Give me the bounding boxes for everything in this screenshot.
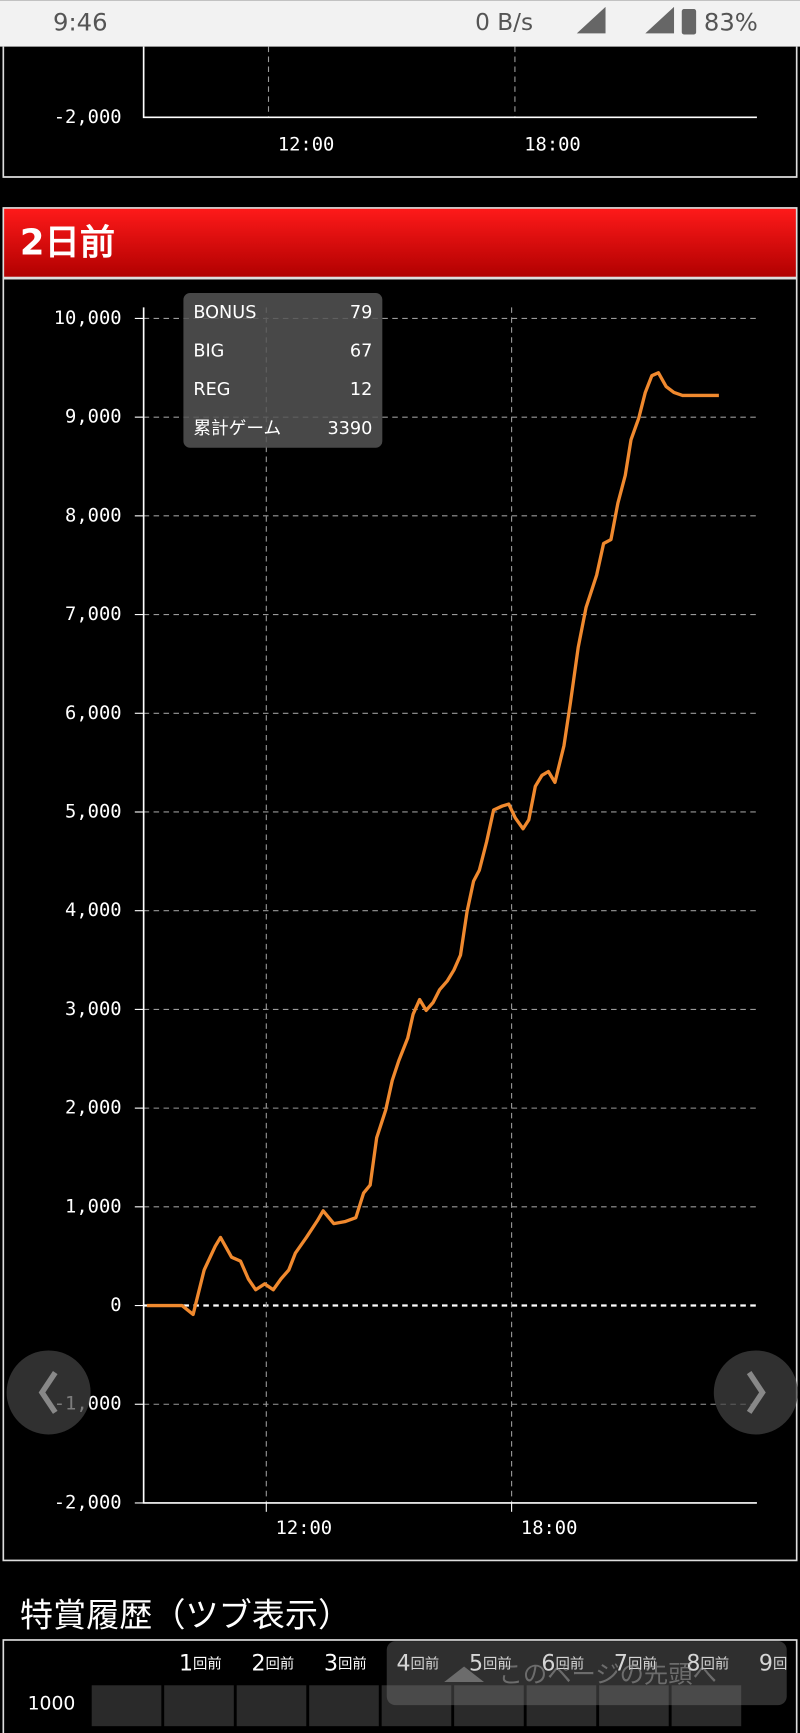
status-time: 9:46 <box>53 7 108 36</box>
tab-unit: 回前 <box>700 1655 729 1672</box>
y-tick-label: 4,000 <box>65 900 122 921</box>
status-bar <box>0 0 800 47</box>
scroll-top-button[interactable] <box>386 1641 787 1706</box>
tab-number: 4 <box>396 1650 410 1676</box>
stat-value: 79 <box>350 303 372 323</box>
history-cell <box>454 1685 524 1727</box>
tab-number: 1 <box>179 1650 193 1676</box>
history-cell <box>381 1685 452 1727</box>
scroll-top-label: このページの先頭へ <box>499 1659 717 1688</box>
history-tab: 3回前 <box>324 1650 367 1676</box>
signal-icons <box>576 6 675 34</box>
history-table: 1回前 2回前 3回前 4回前 5回前 6回前 7回前 8回前 9回 <box>91 1650 787 1727</box>
prev-button[interactable] <box>6 1350 91 1435</box>
x-tick-label: 18:00 <box>521 1518 578 1539</box>
history-tab: 4回前 <box>396 1650 439 1676</box>
history-tab: 5回前 <box>469 1650 512 1676</box>
y-tick-label: 8,000 <box>65 505 122 526</box>
history-tab: 9回 <box>759 1650 787 1676</box>
tab-unit: 回前 <box>555 1655 584 1672</box>
stats-box <box>183 293 383 448</box>
y-tick-label: 3,000 <box>65 999 122 1020</box>
history-cell <box>91 1685 162 1727</box>
line <box>146 371 719 1317</box>
status-battery: 83% <box>704 7 758 36</box>
history-tab: 2回前 <box>251 1650 294 1676</box>
tab-number: 3 <box>324 1650 338 1676</box>
y-tick-label: 6,000 <box>65 703 122 724</box>
stat-label: REG <box>193 380 230 400</box>
x-tick-label: 12:00 <box>278 134 335 155</box>
tab-number: 2 <box>251 1650 265 1676</box>
history-cell <box>164 1685 234 1727</box>
history-title: 特賞履歴（ツブ表示） <box>20 1595 351 1634</box>
stat-label: 累計ゲーム <box>193 418 281 439</box>
y-tick-label: 10,000 <box>54 308 122 329</box>
next-button[interactable] <box>713 1350 798 1435</box>
y-tick-label: -2,000 <box>54 1492 122 1513</box>
y-tick-label: -2,000 <box>54 107 122 128</box>
stat-label: BIG <box>193 342 224 362</box>
next-arrow <box>746 1371 766 1414</box>
tab-unit: 回前 <box>193 1655 222 1672</box>
chart-frame <box>2 277 798 1562</box>
axis <box>142 307 757 1504</box>
y-tick-label: 1,000 <box>65 1196 122 1217</box>
row-label: 1000 <box>28 1694 76 1715</box>
history-cell <box>671 1685 742 1727</box>
plot: -2,000-1,00001,0002,0003,0004,0005,0006,… <box>54 293 757 1539</box>
y-tick-label: 2,000 <box>65 1098 122 1119</box>
x-tick-label: 12:00 <box>276 1518 333 1539</box>
axis <box>142 46 757 119</box>
y-tick-label: 9,000 <box>65 407 122 428</box>
status-speed: 0 B/s <box>475 9 533 36</box>
y-tick-label: 5,000 <box>65 801 122 822</box>
battery-icon <box>681 9 697 35</box>
tab-unit: 回前 <box>483 1655 512 1672</box>
previous-chart: -2,000 12:00 18:00 <box>2 46 798 178</box>
history-tab: 8回前 <box>686 1650 729 1676</box>
frame <box>2 46 798 178</box>
tab-number: 7 <box>614 1650 628 1676</box>
history-cell <box>526 1685 597 1727</box>
history-tab: 7回前 <box>614 1650 657 1676</box>
prev-arrow <box>38 1371 58 1414</box>
stat-value: 3390 <box>327 419 372 439</box>
stat-label: BONUS <box>193 303 256 323</box>
history-cell <box>309 1685 379 1727</box>
tab-unit: 回 <box>773 1655 787 1672</box>
tab-unit: 回前 <box>338 1655 367 1672</box>
history-tab: 1回前 <box>179 1650 222 1676</box>
y-tick-label: 0 <box>110 1295 121 1316</box>
tab-unit: 回前 <box>411 1655 440 1672</box>
history-cell <box>599 1685 669 1727</box>
section-title: 2日前 <box>20 222 115 263</box>
tab-number: 8 <box>686 1650 700 1676</box>
scroll-top-icon <box>444 1666 484 1682</box>
section-header <box>2 207 798 279</box>
history-tab: 6回前 <box>541 1650 584 1676</box>
stat-value: 67 <box>350 342 372 362</box>
y-tick-label: 7,000 <box>65 604 122 625</box>
tab-unit: 回前 <box>628 1655 657 1672</box>
stat-value: 12 <box>350 380 372 400</box>
x-tick-label: 18:00 <box>524 134 581 155</box>
tab-number: 6 <box>541 1650 555 1676</box>
history-cell <box>236 1685 307 1727</box>
tab-number: 5 <box>469 1650 483 1676</box>
tab-unit: 回前 <box>266 1655 295 1672</box>
tab-number: 9 <box>759 1650 773 1676</box>
history-frame <box>2 1639 798 1733</box>
